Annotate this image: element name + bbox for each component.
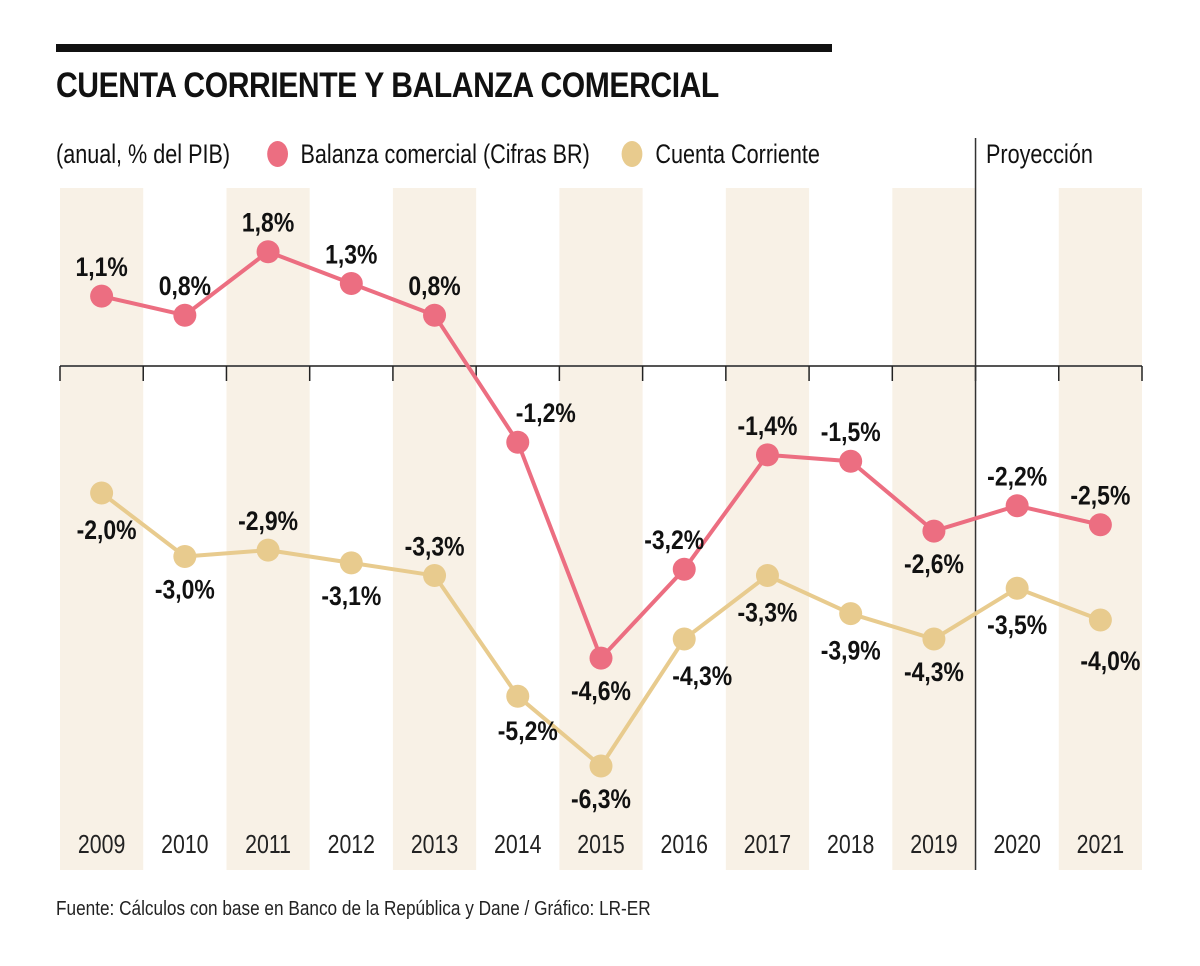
data-label-balanza-2016: -3,2% xyxy=(644,525,704,555)
column-shade-2011 xyxy=(226,188,310,870)
data-point-balanza-2013 xyxy=(423,303,447,327)
title-rule xyxy=(56,44,832,52)
data-point-cuenta-2014 xyxy=(506,684,530,708)
x-tick-label-2020: 2020 xyxy=(993,830,1040,860)
x-tick-label-2018: 2018 xyxy=(827,830,874,860)
x-tick-label-2019: 2019 xyxy=(910,830,957,860)
data-point-cuenta-2011 xyxy=(256,538,280,562)
data-point-cuenta-2017 xyxy=(755,564,779,588)
chart-title: CUENTA CORRIENTE Y BALANZA COMERCIAL xyxy=(56,66,719,105)
data-label-balanza-2021: -2,5% xyxy=(1070,481,1130,511)
data-label-cuenta-2011: -2,9% xyxy=(238,506,298,536)
data-label-balanza-2018: -1,5% xyxy=(821,418,881,448)
data-point-balanza-2010 xyxy=(173,303,197,327)
data-point-balanza-2014 xyxy=(506,430,530,454)
data-point-cuenta-2015 xyxy=(589,754,613,778)
x-tick-label-2017: 2017 xyxy=(744,830,791,860)
x-tick-label-2016: 2016 xyxy=(661,830,708,860)
projection-label: Proyección xyxy=(986,139,1093,169)
data-label-balanza-2009: 1,1% xyxy=(75,252,127,282)
data-point-balanza-2019 xyxy=(922,519,946,543)
column-shade-2017 xyxy=(725,188,810,870)
data-point-cuenta-2018 xyxy=(839,602,863,626)
x-tick-label-2013: 2013 xyxy=(411,830,458,860)
data-point-cuenta-2021 xyxy=(1088,608,1112,632)
data-label-balanza-2011: 1,8% xyxy=(242,208,294,238)
data-point-cuenta-2016 xyxy=(672,627,696,651)
data-label-cuenta-2015: -6,3% xyxy=(571,784,631,814)
column-shade-2013 xyxy=(392,188,477,870)
legend: (anual, % del PIB) Balanza comercial (Ci… xyxy=(56,136,820,172)
data-label-balanza-2020: -2,2% xyxy=(987,462,1047,492)
data-point-balanza-2017 xyxy=(755,443,779,467)
x-tick-label-2014: 2014 xyxy=(494,830,541,860)
data-point-cuenta-2010 xyxy=(173,545,197,568)
data-point-balanza-2012 xyxy=(339,271,363,295)
data-label-balanza-2013: 0,8% xyxy=(408,271,460,301)
data-point-cuenta-2020 xyxy=(1005,576,1029,600)
data-label-cuenta-2019: -4,3% xyxy=(904,657,964,687)
x-tick-label-2012: 2012 xyxy=(328,830,375,860)
data-label-cuenta-2010: -3,0% xyxy=(155,575,215,605)
data-label-cuenta-2009: -2,0% xyxy=(77,515,137,545)
data-label-balanza-2015: -4,6% xyxy=(571,676,631,706)
data-label-balanza-2014: -1,2% xyxy=(516,398,576,428)
legend-label-cuenta: Cuenta Corriente xyxy=(655,138,820,169)
data-label-balanza-2019: -2,6% xyxy=(904,549,964,579)
x-tick-label-2011: 2011 xyxy=(245,830,291,860)
x-tick-label-2009: 2009 xyxy=(78,830,125,860)
data-point-cuenta-2013 xyxy=(423,564,447,588)
data-label-cuenta-2021: -4,0% xyxy=(1080,646,1140,676)
x-tick-label-2010: 2010 xyxy=(161,830,208,860)
x-tick-label-2021: 2021 xyxy=(1077,830,1124,860)
legend-dot-cuenta xyxy=(621,141,643,167)
source-note: Fuente: Cálculos con base en Banco de la… xyxy=(56,898,651,920)
data-point-balanza-2021 xyxy=(1088,513,1112,537)
data-label-cuenta-2017: -3,3% xyxy=(737,598,797,628)
data-point-balanza-2016 xyxy=(672,557,696,581)
data-label-balanza-2017: -1,4% xyxy=(737,411,797,441)
data-point-cuenta-2012 xyxy=(339,551,363,575)
data-label-cuenta-2020: -3,5% xyxy=(987,611,1047,641)
legend-label-balanza: Balanza comercial (Cifras BR) xyxy=(300,138,590,169)
data-point-balanza-2020 xyxy=(1005,494,1029,518)
data-label-balanza-2010: 0,8% xyxy=(159,271,211,301)
data-point-balanza-2018 xyxy=(839,449,863,473)
data-point-cuenta-2009 xyxy=(90,481,114,505)
data-label-balanza-2012: 1,3% xyxy=(325,240,377,270)
data-point-balanza-2009 xyxy=(90,284,114,308)
data-point-balanza-2015 xyxy=(589,646,613,670)
data-label-cuenta-2016: -4,3% xyxy=(672,661,732,691)
x-tick-label-2015: 2015 xyxy=(577,830,624,860)
chart-subtitle: (anual, % del PIB) xyxy=(56,138,231,169)
data-label-cuenta-2012: -3,1% xyxy=(321,581,381,611)
data-label-cuenta-2013: -3,3% xyxy=(405,532,465,562)
legend-dot-balanza xyxy=(266,141,288,167)
data-label-cuenta-2014: -5,2% xyxy=(498,716,558,746)
data-label-cuenta-2018: -3,9% xyxy=(821,636,881,666)
data-point-balanza-2011 xyxy=(256,240,280,264)
data-point-cuenta-2019 xyxy=(922,627,946,651)
